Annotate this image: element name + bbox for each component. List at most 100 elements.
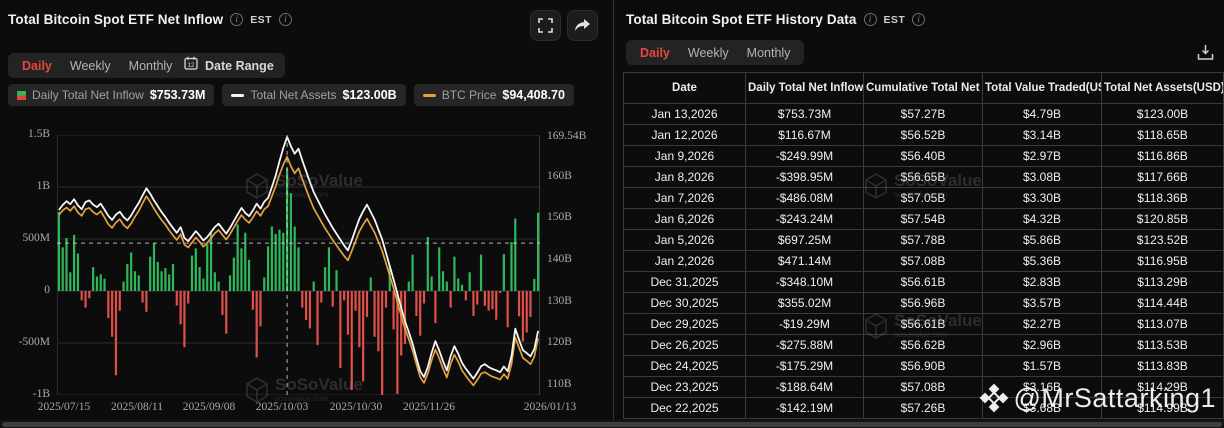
tab-weekly[interactable]: Weekly <box>687 45 729 60</box>
date-cell: Jan 2,2026 <box>623 250 746 272</box>
date-cell: Jan 12,2026 <box>623 124 746 146</box>
value-cell: $57.26B <box>863 397 983 419</box>
value-cell: $118.65B <box>1101 124 1224 146</box>
table-row[interactable]: Jan 12,2026 $116.67M $56.52B $3.14B $118.65B <box>623 124 1224 146</box>
table-row[interactable]: Dec 26,2025 -$275.88M $56.62B $2.96B $113.53… <box>623 334 1224 356</box>
value-cell: -$175.29M <box>745 355 864 377</box>
value-cell: $2.83B <box>982 271 1102 293</box>
legend-daily-net-inflow[interactable]: Daily Total Net Inflow $753.73M <box>8 84 215 106</box>
horizontal-scrollbar-thumb[interactable] <box>2 422 1222 427</box>
tab-monthly[interactable]: Monthly <box>746 45 791 60</box>
value-cell: $355.02M <box>745 292 864 314</box>
right-axis-tick: 160B <box>547 170 572 182</box>
table-row[interactable]: Jan 2,2026 $471.14M $57.08B $5.36B $116.95B <box>623 250 1224 272</box>
table-row[interactable]: Jan 13,2026 $753.73M $57.27B $4.79B $123.00B <box>623 103 1224 125</box>
inflow-swatch-icon <box>17 90 26 100</box>
value-cell: $697.25M <box>745 229 864 251</box>
table-row[interactable]: Jan 9,2026 -$249.99M $56.40B $2.97B $116.86B <box>623 145 1224 167</box>
info-icon[interactable]: i <box>278 13 292 26</box>
legend-value: $123.00B <box>342 88 397 102</box>
est-label: EST <box>250 13 272 26</box>
date-range-button[interactable]: 12 Date Range <box>173 53 285 78</box>
value-cell: $3.57B <box>982 292 1102 314</box>
value-cell: $3.68B <box>982 397 1102 419</box>
value-cell: -$243.24M <box>745 208 864 230</box>
table-row[interactable]: Dec 30,2025 $355.02M $56.96B $3.57B $114.44B <box>623 292 1224 314</box>
x-axis-tick: 2026/01/13 <box>523 401 577 413</box>
legend-btc-price[interactable]: BTC Price $94,408.70 <box>413 84 574 106</box>
left-axis-tick: 0 <box>44 284 50 296</box>
table-header-cell: Date <box>623 72 746 104</box>
left-axis-tick: -500M <box>18 336 50 348</box>
value-cell: $114.99B <box>1101 397 1224 419</box>
info-icon[interactable]: i <box>230 13 244 26</box>
history-data-panel: Total Bitcoin Spot ETF History Data i ES… <box>613 0 1224 428</box>
tab-daily[interactable]: Daily <box>640 45 670 60</box>
calendar-icon: 12 <box>184 56 198 75</box>
value-cell: $118.36B <box>1101 187 1224 209</box>
table-row[interactable]: Jan 7,2026 -$486.08M $57.05B $3.30B $118.36B <box>623 187 1224 209</box>
table-header-cell: Total Value Traded(USD) <box>982 72 1102 104</box>
table-row[interactable]: Dec 29,2025 -$19.29M $56.61B $2.27B $113.07B <box>623 313 1224 335</box>
date-cell: Dec 31,2025 <box>623 271 746 293</box>
tab-daily[interactable]: Daily <box>22 58 52 73</box>
share-button[interactable] <box>567 10 598 41</box>
value-cell: -$398.95M <box>745 166 864 188</box>
right-axis-tick: 130B <box>547 295 572 307</box>
x-axis-tick: 2025/11/26 <box>403 401 455 413</box>
net-inflow-tabbar: Daily Weekly Monthly <box>8 53 187 78</box>
right-axis-tick: 140B <box>547 253 572 265</box>
right-axis-tick: 120B <box>547 336 572 348</box>
fullscreen-button[interactable] <box>530 10 561 41</box>
value-cell: $113.07B <box>1101 313 1224 335</box>
est-label: EST <box>883 13 906 26</box>
btc-price-swatch-icon <box>422 93 436 97</box>
x-axis-tick: 2025/10/03 <box>255 401 309 413</box>
date-cell: Dec 30,2025 <box>623 292 746 314</box>
table-row[interactable]: Dec 22,2025 -$142.19M $57.26B $3.68B $114.99… <box>623 397 1224 419</box>
table-row[interactable]: Jan 8,2026 -$398.95M $56.65B $3.08B $117.66B <box>623 166 1224 188</box>
value-cell: -$486.08M <box>745 187 864 209</box>
history-panel-title: Total Bitcoin Spot ETF History Data <box>626 12 857 27</box>
left-axis-tick: -1B <box>32 388 50 400</box>
value-cell: $114.29B <box>1101 376 1224 398</box>
value-cell: $3.30B <box>982 187 1102 209</box>
legend-label: BTC Price <box>441 88 497 102</box>
history-table-body: Jan 13,2026 $753.73M $57.27B $4.79B $123.00B… <box>623 103 1224 419</box>
table-row[interactable]: Jan 5,2026 $697.25M $57.78B $5.86B $123.52B <box>623 229 1224 251</box>
value-cell: $57.27B <box>863 103 983 125</box>
table-row[interactable]: Jan 6,2026 -$243.24M $57.54B $4.32B $120.85B <box>623 208 1224 230</box>
value-cell: $123.52B <box>1101 229 1224 251</box>
net-inflow-panel-title: Total Bitcoin Spot ETF Net Inflow <box>8 12 224 27</box>
right-axis-tick: 110B <box>547 378 572 390</box>
info-icon[interactable]: i <box>912 13 926 26</box>
table-row[interactable]: Dec 31,2025 -$348.10M $56.61B $2.83B $113.29… <box>623 271 1224 293</box>
info-icon[interactable]: i <box>863 13 877 26</box>
table-row[interactable]: Dec 24,2025 -$175.29M $56.90B $1.57B $113.83… <box>623 355 1224 377</box>
history-title-row: Total Bitcoin Spot ETF History Data i ES… <box>626 12 926 27</box>
download-button[interactable] <box>1197 44 1214 66</box>
left-axis-tick: 1.5B <box>27 128 50 140</box>
date-cell: Jan 8,2026 <box>623 166 746 188</box>
value-cell: $56.61B <box>863 313 983 335</box>
value-cell: -$249.99M <box>745 145 864 167</box>
etf-chart-svg <box>57 134 540 402</box>
value-cell: $120.85B <box>1101 208 1224 230</box>
date-cell: Jan 5,2026 <box>623 229 746 251</box>
value-cell: $2.96B <box>982 334 1102 356</box>
tab-monthly[interactable]: Monthly <box>128 58 173 73</box>
value-cell: $113.53B <box>1101 334 1224 356</box>
x-axis-tick: 2025/08/11 <box>111 401 163 413</box>
date-cell: Jan 6,2026 <box>623 208 746 230</box>
table-row[interactable]: Dec 23,2025 -$188.64M $57.08B $3.16B $114.29… <box>623 376 1224 398</box>
value-cell: $1.57B <box>982 355 1102 377</box>
value-cell: $114.44B <box>1101 292 1224 314</box>
legend-total-net-assets[interactable]: Total Net Assets $123.00B <box>222 84 406 106</box>
tab-weekly[interactable]: Weekly <box>69 58 111 73</box>
x-axis-tick: 2025/09/08 <box>182 401 236 413</box>
value-cell: $113.29B <box>1101 271 1224 293</box>
x-axis-tick: 2025/07/15 <box>37 401 91 413</box>
chart-legend: Daily Total Net Inflow $753.73M Total Ne… <box>8 84 574 106</box>
net-inflow-chart[interactable] <box>57 134 540 402</box>
